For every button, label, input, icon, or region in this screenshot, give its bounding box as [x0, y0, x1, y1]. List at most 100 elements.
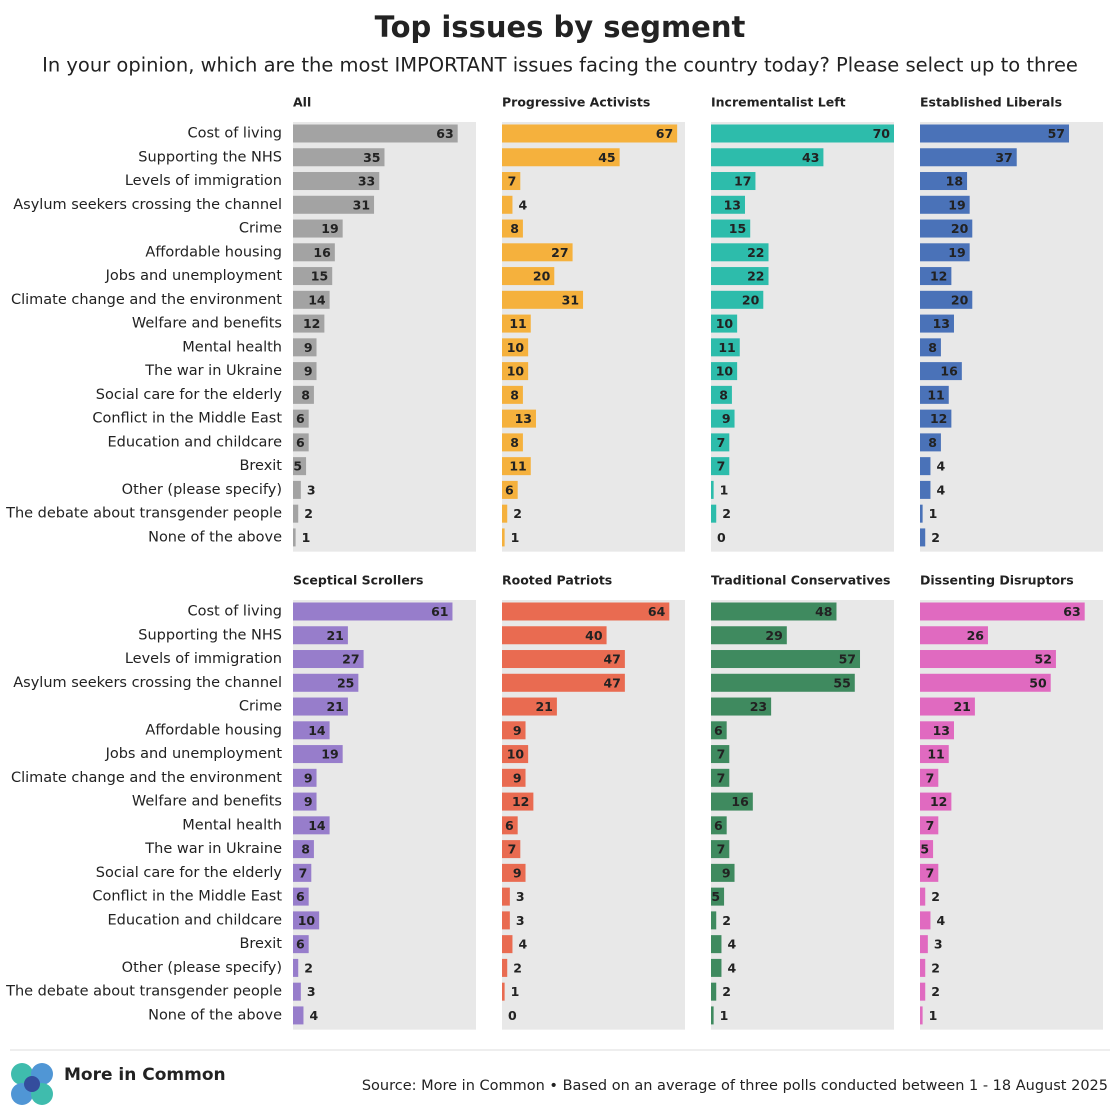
bar [711, 267, 769, 286]
bar [920, 124, 1070, 143]
value-label: 6 [714, 723, 723, 738]
value-label: 20 [951, 221, 969, 236]
bar [920, 504, 923, 523]
bar [711, 745, 730, 764]
bar [711, 338, 740, 357]
bar [711, 362, 738, 381]
bar [293, 863, 312, 882]
value-label: 1 [929, 506, 938, 521]
value-label: 33 [358, 174, 375, 189]
bar [293, 602, 453, 621]
category-label: Social care for the elderly [96, 387, 283, 403]
value-label: 2 [513, 960, 522, 975]
bar [293, 1006, 304, 1025]
bar [293, 721, 330, 740]
bar [502, 290, 584, 309]
bar [711, 172, 756, 191]
category-label: Cost of living [188, 126, 283, 142]
value-label: 7 [299, 865, 308, 880]
category-label: Jobs and unemployment [105, 268, 283, 284]
value-label: 63 [436, 126, 453, 141]
value-label: 9 [513, 723, 522, 738]
value-label: 40 [585, 628, 603, 643]
value-label: 13 [515, 411, 532, 426]
value-label: 1 [302, 530, 311, 545]
value-label: 19 [321, 747, 338, 762]
value-label: 2 [931, 530, 940, 545]
bar [920, 745, 949, 764]
bar [293, 457, 307, 476]
category-label: None of the above [148, 1007, 282, 1023]
category-label: Asylum seekers crossing the channel [13, 675, 282, 691]
value-label: 11 [927, 747, 944, 762]
value-label: 31 [353, 197, 370, 212]
bar [711, 409, 735, 428]
value-label: 10 [507, 364, 525, 379]
category-label: Education and childcare [107, 434, 282, 450]
category-label: Crime [239, 699, 282, 715]
bar [920, 433, 941, 452]
value-label: 13 [724, 197, 741, 212]
value-label: 15 [729, 221, 746, 236]
value-label: 11 [718, 340, 735, 355]
bar [920, 768, 939, 787]
value-label: 57 [839, 652, 856, 667]
value-label: 27 [551, 245, 568, 260]
panel-background [920, 600, 1103, 1030]
bar [711, 385, 732, 404]
bar [293, 650, 364, 669]
bar [920, 650, 1056, 669]
bar [711, 457, 730, 476]
bar [711, 650, 861, 669]
bar [920, 267, 952, 286]
bar [293, 816, 330, 835]
bar [920, 982, 926, 1001]
panel-background [293, 600, 476, 1030]
value-label: 23 [750, 699, 767, 714]
bar [920, 338, 941, 357]
bar [502, 697, 557, 716]
value-label: 19 [948, 245, 965, 260]
bar [711, 504, 717, 523]
value-label: 4 [936, 459, 945, 474]
value-label: 43 [802, 150, 819, 165]
category-label: Climate change and the environment [11, 770, 282, 786]
bar [293, 504, 299, 523]
bar [293, 626, 348, 645]
value-label: 16 [940, 364, 958, 379]
value-label: 12 [930, 794, 947, 809]
value-label: 16 [313, 245, 331, 260]
panel-background [502, 122, 685, 552]
value-label: 2 [722, 984, 731, 999]
panel-background [502, 600, 685, 1030]
value-label: 7 [508, 842, 517, 857]
value-label: 8 [510, 435, 519, 450]
bar [293, 267, 333, 286]
category-label: Crime [239, 221, 282, 237]
bar [711, 626, 787, 645]
value-label: 45 [598, 150, 615, 165]
bar [711, 290, 764, 309]
bar [920, 863, 939, 882]
value-label: 11 [509, 316, 526, 331]
value-label: 1 [511, 984, 520, 999]
panel-title: Rooted Patriots [502, 573, 612, 588]
value-label: 50 [1029, 675, 1047, 690]
bar [920, 148, 1017, 167]
category-label: Conflict in the Middle East [92, 889, 282, 905]
value-label: 52 [1035, 652, 1052, 667]
category-label: Other (please specify) [122, 482, 282, 498]
value-label: 7 [717, 842, 726, 857]
value-label: 4 [518, 197, 527, 212]
value-label: 35 [363, 150, 380, 165]
bar [502, 935, 513, 954]
category-label: Asylum seekers crossing the channel [13, 197, 282, 213]
value-label: 12 [930, 269, 947, 284]
value-label: 12 [512, 794, 529, 809]
bar [502, 528, 505, 547]
value-label: 4 [518, 937, 527, 952]
bar [920, 195, 970, 214]
value-label: 2 [513, 506, 522, 521]
panel-title: All [293, 95, 311, 110]
